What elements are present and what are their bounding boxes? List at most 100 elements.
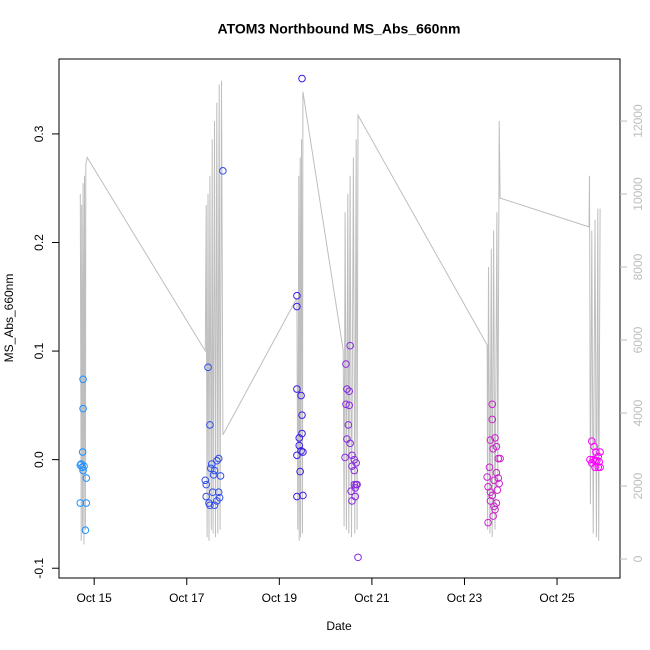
data-point: [353, 480, 361, 489]
data-point: [206, 501, 214, 510]
data-point: [299, 448, 307, 456]
data-point: [490, 502, 498, 511]
x-tick-label: Oct 15: [76, 591, 112, 605]
data-point: [345, 401, 354, 410]
data-point: [351, 492, 360, 501]
y-tick-label: 0.1: [32, 342, 46, 359]
data-point: [595, 458, 603, 466]
y2-tick-label: 2000: [631, 472, 645, 499]
data-point: [298, 74, 306, 83]
data-point: [216, 472, 225, 480]
x-tick-label: Oct 17: [169, 591, 205, 605]
data-point: [78, 448, 87, 456]
data-point: [206, 421, 214, 429]
data-point: [345, 387, 354, 396]
data-point: [341, 453, 349, 462]
data-point: [79, 466, 87, 475]
data-point: [348, 462, 356, 470]
x-tick-label: Oct 25: [539, 591, 575, 605]
data-point: [207, 464, 215, 473]
y2-tick-label: 12000: [631, 104, 645, 138]
data-point: [493, 486, 502, 494]
data-point: [494, 454, 503, 463]
data-point: [219, 167, 227, 175]
data-point: [494, 474, 503, 482]
data-point: [483, 473, 491, 481]
data-point: [491, 505, 499, 514]
data-point: [299, 491, 307, 500]
data-point: [210, 501, 219, 510]
data-point: [80, 462, 88, 470]
data-point: [488, 415, 497, 424]
data-point: [79, 404, 87, 413]
y2-tick-label: 6000: [631, 326, 645, 353]
data-point: [215, 493, 224, 502]
y2-tick-label: 0: [631, 555, 645, 562]
data-point: [592, 448, 600, 456]
data-point: [488, 491, 497, 500]
data-point: [82, 499, 91, 507]
data-point: [488, 400, 497, 409]
data-point: [208, 488, 217, 497]
y-axis-label: MS_Abs_660nm: [2, 274, 16, 363]
data-point: [76, 499, 85, 507]
data-point: [296, 467, 304, 476]
data-point: [492, 442, 501, 451]
x-tick-label: Oct 21: [354, 591, 390, 605]
data-point: [343, 385, 351, 393]
data-point: [209, 471, 218, 479]
data-point: [350, 466, 359, 475]
plot-frame: [58, 58, 621, 579]
data-point: [590, 442, 598, 451]
data-point: [485, 463, 494, 472]
data-point: [202, 480, 210, 489]
data-point: [596, 448, 604, 456]
y2-tick-label: 4000: [631, 399, 645, 426]
altitude-line: [79, 80, 601, 545]
data-point: [346, 439, 354, 448]
data-point: [81, 526, 90, 535]
x-tick-label: Oct 19: [262, 591, 298, 605]
chart-title: ATOM3 Northbound MS_Abs_660nm: [218, 21, 461, 37]
data-point: [297, 391, 305, 400]
data-point: [293, 291, 301, 300]
data-point: [596, 463, 604, 472]
y2-tick-label: 8000: [631, 253, 645, 280]
data-point: [293, 385, 301, 393]
data-point: [78, 463, 86, 472]
data-point: [210, 466, 219, 475]
data-point: [82, 474, 91, 482]
data-point: [587, 459, 596, 467]
data-point: [295, 434, 304, 442]
data-point: [297, 447, 305, 455]
data-point: [484, 518, 492, 527]
data-point: [201, 476, 210, 485]
x-axis-label: Date: [326, 619, 352, 633]
data-point: [214, 488, 223, 497]
data-point: [346, 341, 354, 350]
data-point: [204, 363, 212, 372]
data-point: [492, 468, 501, 477]
data-point: [295, 441, 304, 450]
data-point: [354, 553, 362, 562]
data-point: [293, 302, 301, 311]
data-point: [213, 456, 221, 465]
data-point: [486, 497, 495, 505]
data-point: [298, 411, 306, 419]
x-tick-label: Oct 23: [447, 591, 483, 605]
data-point: [342, 360, 350, 368]
y-tick-label: 0.3: [32, 125, 46, 142]
data-point: [214, 454, 223, 463]
data-point: [293, 451, 301, 460]
data-point: [348, 451, 356, 460]
data-point: [202, 492, 210, 501]
y-tick-label: -0.1: [32, 558, 46, 579]
data-point: [491, 434, 499, 442]
data-point: [344, 421, 353, 429]
data-point: [342, 400, 350, 409]
data-point: [79, 375, 87, 384]
y-tick-label: 0.2: [32, 234, 46, 251]
data-point: [486, 436, 495, 444]
